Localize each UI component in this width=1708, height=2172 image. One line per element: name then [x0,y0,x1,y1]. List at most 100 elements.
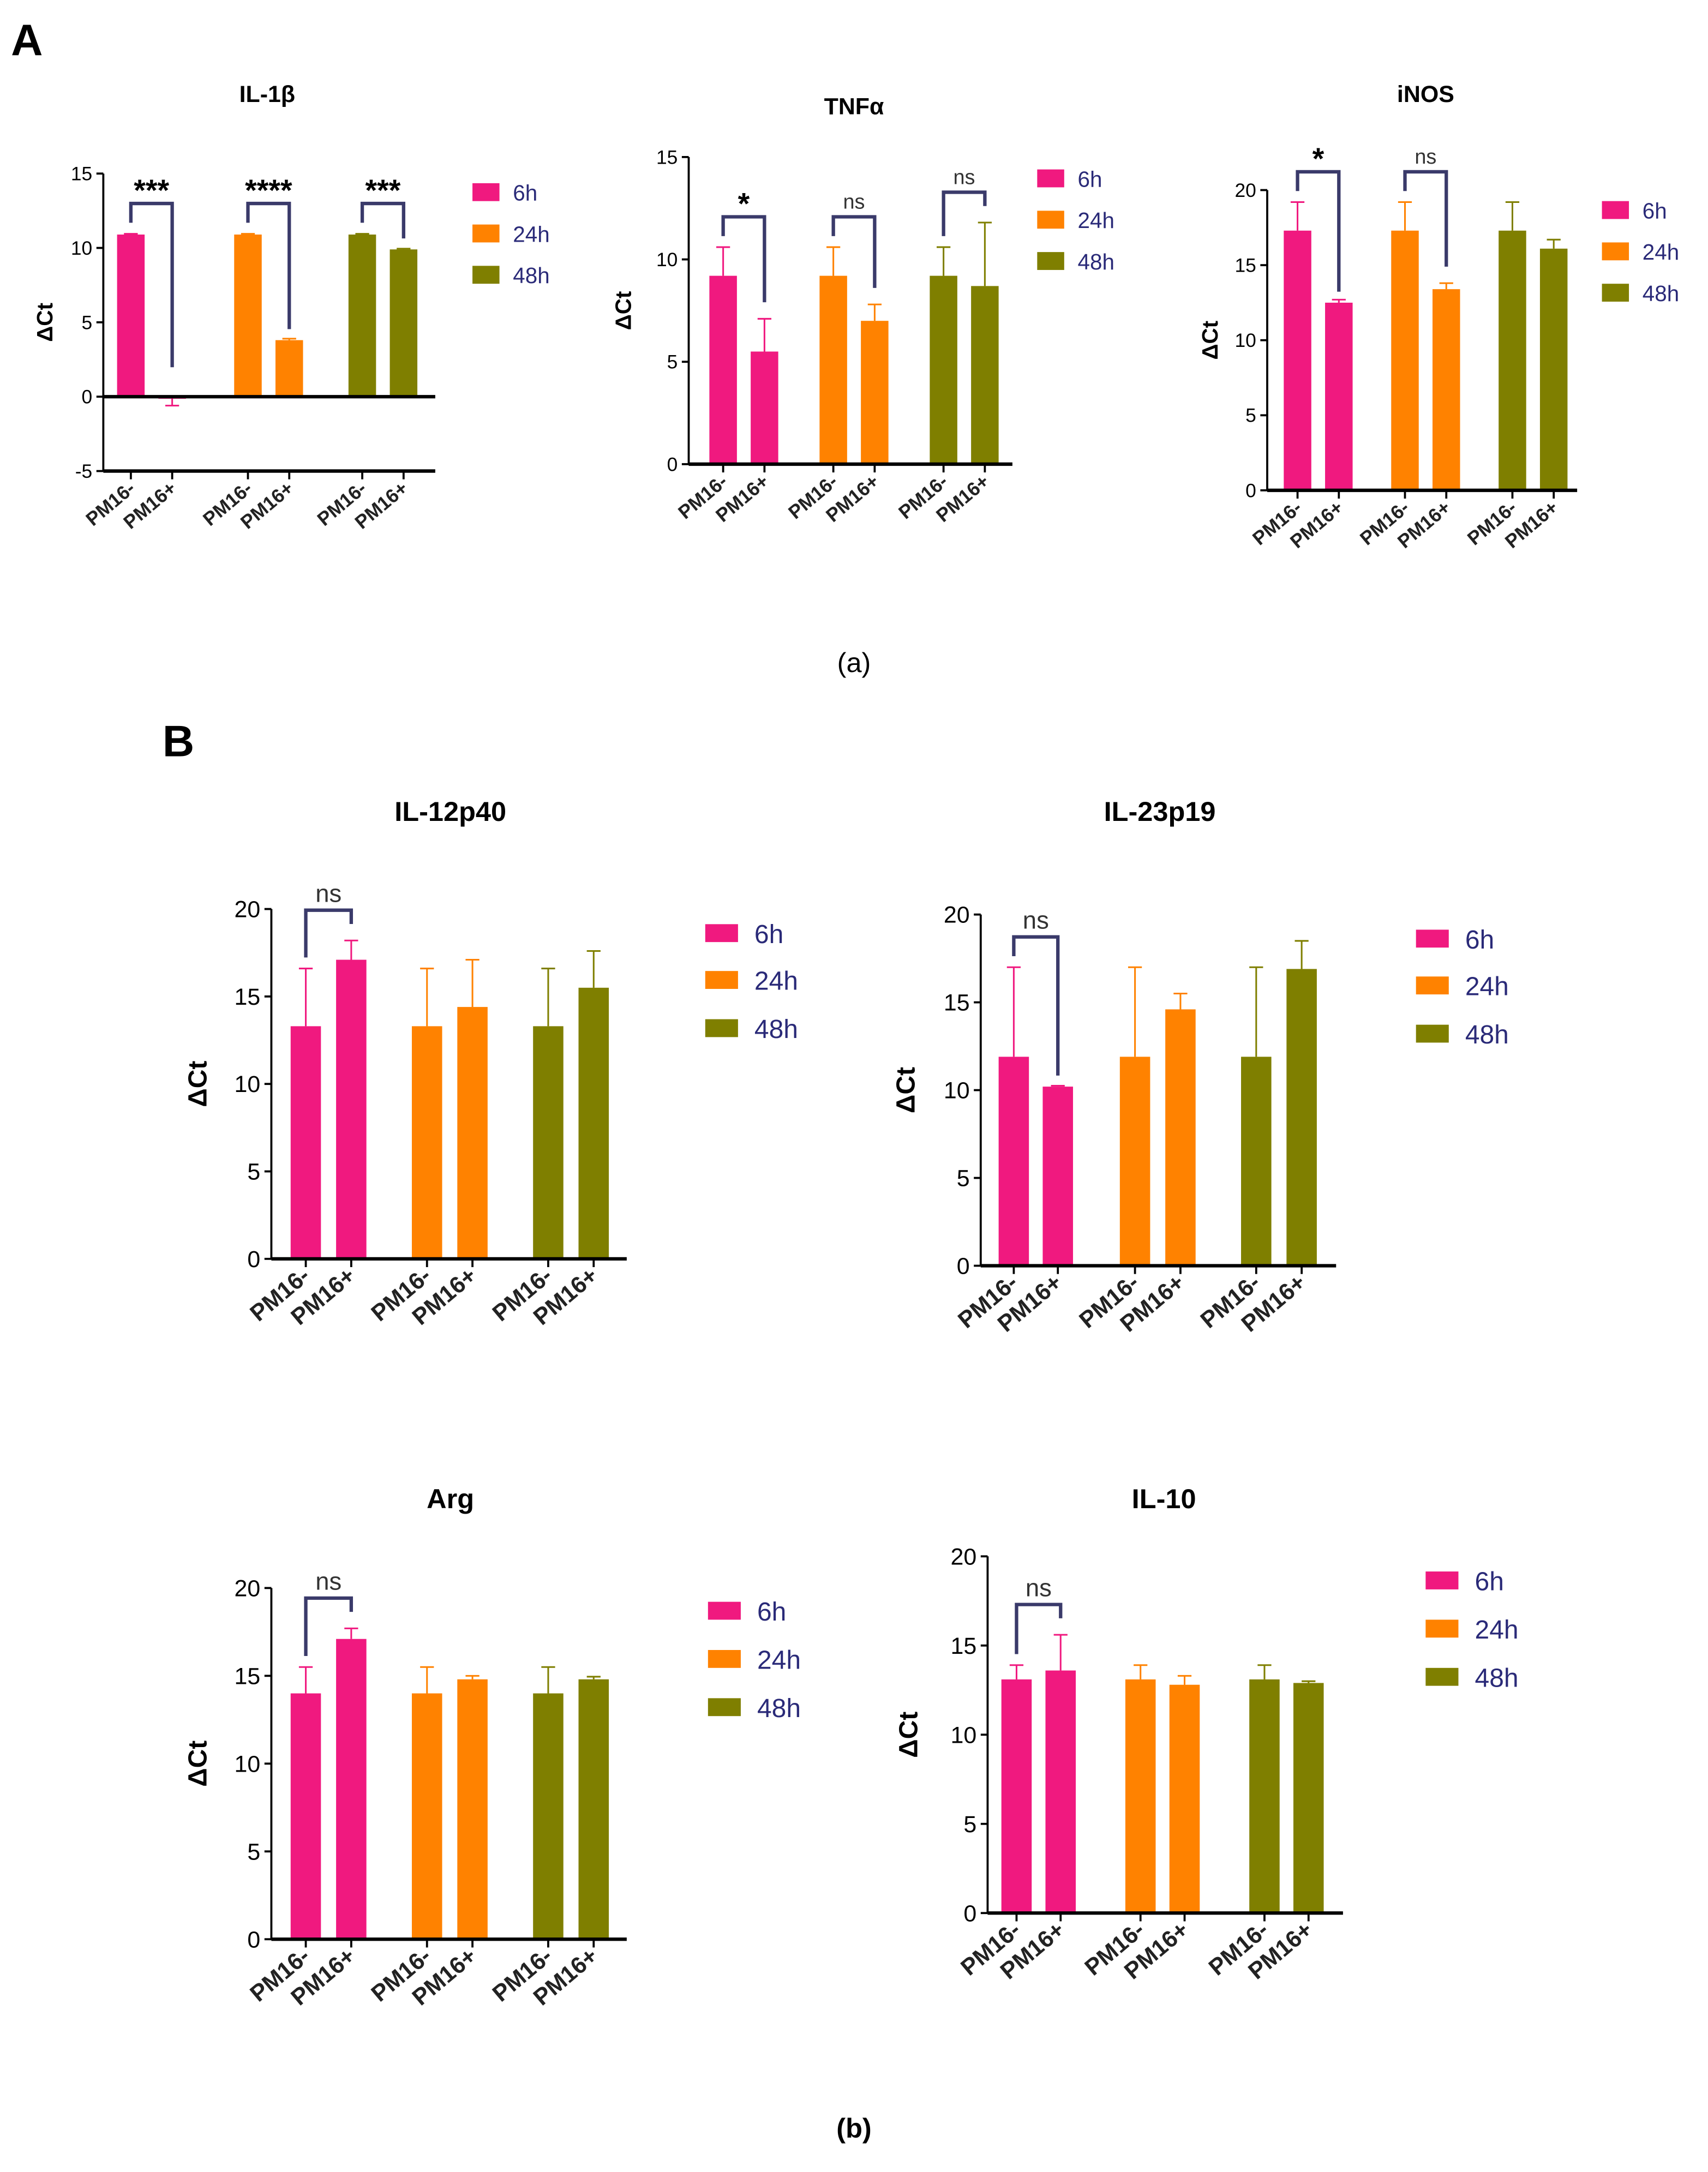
bar-24h-PM16+ [457,1679,488,1940]
y-tick-label: 5 [667,352,678,373]
chart-title: IL-23p19 [1104,796,1216,827]
legend-label-48h: 48h [513,263,549,288]
y-tick-label: 15 [656,147,678,168]
significance-label: ns [1026,1574,1052,1601]
bar-24h-PM16+ [275,340,303,397]
y-tick-label: 5 [963,1811,976,1838]
bar-6h-PM16- [290,1693,321,1940]
bar-48h-PM16- [348,234,376,397]
significance-label: ns [843,190,865,213]
y-tick-label: 5 [82,312,93,333]
legend-swatch-6h [1037,169,1064,188]
bar-24h-PM16- [234,234,262,397]
legend-label-48h: 48h [757,1694,801,1723]
legend-label-48h: 48h [754,1015,798,1044]
chart-title: TNFα [824,94,884,120]
y-tick-label: 0 [963,1900,976,1927]
bar-48h-PM16+ [578,1679,609,1940]
y-axis-label: ΔCt [184,1741,213,1787]
bar-6h-PM16- [998,1057,1029,1266]
y-tick-label: 20 [944,902,970,928]
significance-bracket [1403,170,1448,267]
significance-label: ns [1415,146,1436,169]
chart-title: IL-1β [239,81,295,107]
bar-48h-PM16- [533,1693,564,1940]
bar-6h-PM16+ [1042,1087,1073,1266]
legend-label-6h: 6h [757,1598,786,1627]
significance-label: *** [365,173,401,207]
y-tick-label: 15 [234,984,260,1010]
legend-label-24h: 24h [1078,208,1114,233]
bar-6h-PM16- [117,234,145,397]
legend-label-6h: 6h [754,920,783,949]
y-axis-label: ΔCt [1197,321,1222,360]
y-tick-label: 15 [234,1663,260,1689]
bar-24h-PM16- [411,1693,442,1940]
bar-24h-PM16+ [1165,1009,1196,1266]
significance-bracket [1296,170,1341,292]
significance-bracket [304,908,353,958]
bar-48h-PM16+ [971,286,999,464]
y-tick-label: 15 [71,164,92,185]
legend-swatch-24h [1425,1619,1459,1638]
bar-48h-PM16- [1241,1057,1272,1266]
bar-6h-PM16+ [1325,302,1353,490]
legend-swatch-24h [1602,242,1629,261]
legend-label-48h: 48h [1475,1664,1519,1693]
y-tick-label: -5 [75,461,92,482]
y-tick-label: 10 [950,1722,976,1748]
significance-label: **** [245,173,292,207]
y-tick-label: 15 [950,1633,976,1659]
bar-6h-PM16+ [336,1639,367,1940]
y-tick-label: 5 [1245,405,1256,427]
significance-bracket [1012,935,1060,1076]
y-tick-label: 10 [1234,330,1256,351]
legend-swatch-48h [472,266,500,284]
chart-title: IL-10 [1132,1483,1196,1514]
legend-label-6h: 6h [513,181,537,206]
legend-swatch-6h [1602,201,1629,219]
y-tick-label: 0 [1245,480,1256,501]
legend-swatch-6h [705,924,738,943]
bar-24h-PM16- [1391,230,1419,490]
bar-6h-PM16- [1284,230,1311,490]
bar-6h-PM16- [290,1026,321,1259]
bar-24h-PM16+ [861,321,889,464]
significance-bracket [942,190,987,236]
y-tick-label: 20 [234,897,260,923]
legend-label-6h: 6h [1078,166,1102,191]
y-tick-label: 10 [944,1078,970,1104]
legend-label-24h: 24h [754,967,798,996]
legend-label-48h: 48h [1465,1021,1509,1049]
bar-48h-PM16- [1249,1679,1280,1913]
legend-swatch-48h [1037,252,1064,270]
bar-48h-PM16+ [389,249,418,397]
bar-48h-PM16- [533,1026,564,1259]
significance-bracket [304,1596,353,1657]
significance-bracket [129,201,174,368]
legend-swatch-24h [705,971,738,989]
legend-swatch-48h [1425,1667,1459,1686]
legend-label-24h: 24h [1465,973,1509,1001]
significance-bracket [831,215,877,288]
y-axis-label: ΔCt [184,1061,213,1107]
y-tick-label: 0 [82,387,93,408]
bar-48h-PM16- [1499,230,1526,490]
legend-swatch-24h [472,224,500,243]
panel-label-B: B [163,717,194,766]
bar-24h-PM16- [1125,1679,1156,1913]
significance-label: * [738,187,750,220]
y-tick-label: 15 [1234,255,1256,276]
legend-label-6h: 6h [1643,199,1667,224]
significance-label: ns [1023,907,1049,934]
legend-swatch-48h [708,1698,741,1717]
legend-swatch-6h [1416,929,1449,948]
legend-label-24h: 24h [513,221,549,247]
y-tick-label: 5 [247,1159,260,1185]
legend-swatch-24h [1037,211,1064,229]
